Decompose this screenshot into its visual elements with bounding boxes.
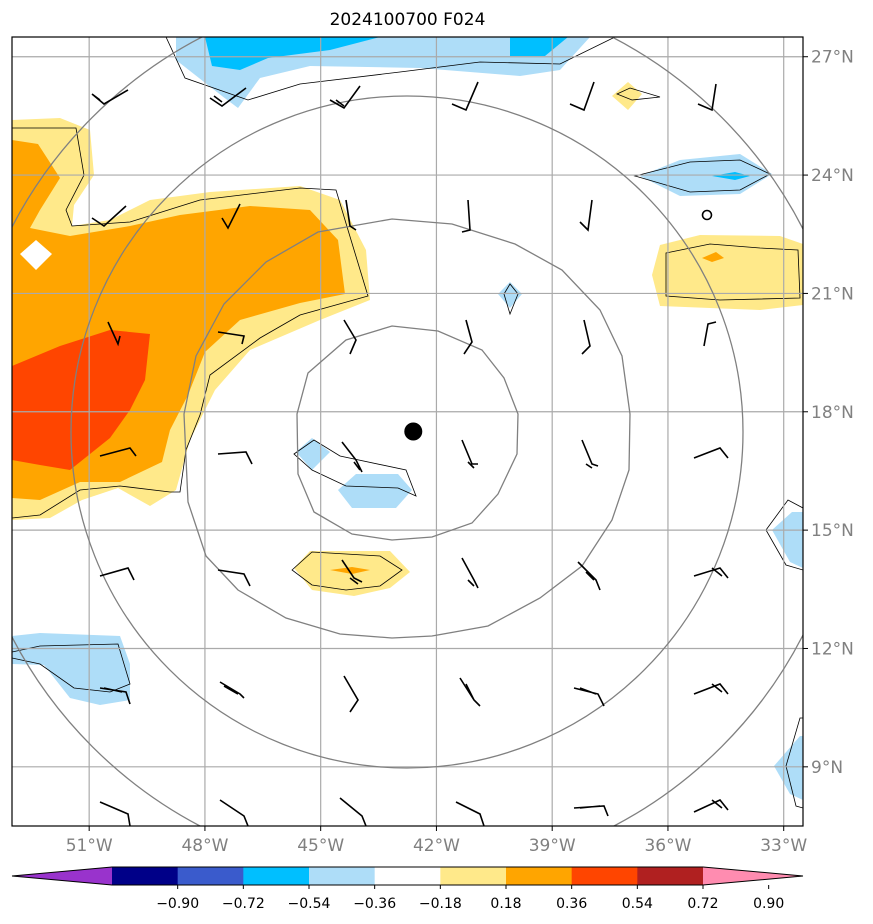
colorbar-tick-label: 0.36	[556, 896, 587, 912]
lon-tick-label: 36°W	[644, 836, 691, 856]
latitude-labels: 27°N 24°N 21°N 18°N 15°N 12°N 9°N	[803, 48, 854, 778]
colorbar-tick-label: 0.54	[622, 896, 653, 912]
colorbar-tick-label: 0.90	[753, 896, 784, 912]
positive-spot-ne	[612, 82, 642, 110]
colorbar-segment	[112, 867, 179, 885]
lat-tick-label: 12°N	[811, 639, 854, 659]
colorbar-tick-label: −0.72	[222, 896, 265, 912]
longitude-labels: 51°W 48°W 45°W 42°W 39°W 36°W 33°W	[66, 826, 807, 856]
negative-core-north-east	[510, 37, 568, 56]
colorbar: −0.90 −0.72 −0.54 −0.36 −0.18 0.18 0.36 0.54 0.7…	[11, 866, 804, 912]
colorbar-segment	[309, 867, 376, 885]
colorbar-tick-label: −0.90	[156, 896, 199, 912]
lon-tick-label: 42°W	[413, 836, 460, 856]
colorbar-tick-label: −0.36	[353, 896, 396, 912]
colorbar-outline	[11, 866, 804, 886]
range-rings	[12, 37, 803, 826]
negative-spot-center	[338, 474, 412, 508]
negative-region-sw	[12, 633, 130, 705]
colorbar-tick-label: 0.18	[490, 896, 521, 912]
lat-tick-label: 21°N	[811, 284, 854, 304]
storm-center-marker	[404, 422, 423, 441]
gridlines	[12, 37, 803, 826]
lon-tick-label: 48°W	[181, 836, 228, 856]
colorbar-tick-label: −0.18	[419, 896, 462, 912]
colorbar-segment	[243, 867, 310, 885]
positive-core-south	[330, 567, 370, 574]
colorbar-tick-label: −0.54	[288, 896, 331, 912]
white-hole-west	[20, 240, 52, 270]
wind-barbs	[91, 81, 729, 826]
lon-tick-label: 33°W	[760, 836, 807, 856]
colorbar-tick-label: 0.72	[687, 896, 718, 912]
colorbar-extend-low	[12, 867, 112, 885]
map-frame	[11, 36, 804, 827]
lon-tick-label: 39°W	[529, 836, 576, 856]
colorbar-segment	[571, 867, 638, 885]
colorbar-segment	[506, 867, 573, 885]
negative-core-east	[712, 172, 750, 180]
colorbar-extend-high	[703, 867, 803, 885]
colorbar-segment	[374, 867, 441, 885]
positive-high-west	[12, 330, 150, 470]
positive-core-east	[702, 252, 724, 262]
colorbar-segment	[440, 867, 507, 885]
negative-spot-east-15n	[772, 512, 803, 568]
negative-spot-se	[774, 736, 803, 800]
shaded-fields	[12, 37, 803, 800]
lat-tick-label: 18°N	[811, 403, 854, 423]
map-title: 2024100700 F024	[329, 10, 486, 30]
lat-tick-label: 15°N	[811, 521, 854, 541]
positive-region-east	[652, 235, 803, 310]
colorbar-segment	[177, 867, 244, 885]
open-circle-marker	[701, 209, 713, 221]
lat-tick-label: 9°N	[811, 758, 843, 778]
plot-area	[12, 37, 803, 826]
negative-core-north-west	[205, 37, 380, 70]
negative-spot-center-west	[296, 438, 330, 470]
lat-tick-label: 24°N	[811, 166, 854, 186]
lon-tick-label: 45°W	[297, 836, 344, 856]
colorbar-segment	[637, 867, 704, 885]
lon-tick-label: 51°W	[66, 836, 113, 856]
lat-tick-label: 27°N	[811, 48, 854, 68]
negative-diamond	[498, 282, 522, 308]
